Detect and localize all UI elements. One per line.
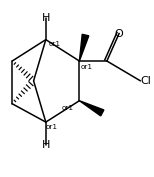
Text: or1: or1 bbox=[46, 124, 58, 130]
Text: Cl: Cl bbox=[140, 76, 151, 86]
Polygon shape bbox=[79, 101, 104, 116]
Text: or1: or1 bbox=[81, 64, 93, 70]
Text: H: H bbox=[42, 140, 50, 150]
Text: or1: or1 bbox=[49, 41, 61, 47]
Text: or1: or1 bbox=[61, 105, 73, 111]
Text: O: O bbox=[115, 28, 124, 39]
Text: H: H bbox=[42, 13, 50, 23]
Polygon shape bbox=[79, 34, 89, 61]
